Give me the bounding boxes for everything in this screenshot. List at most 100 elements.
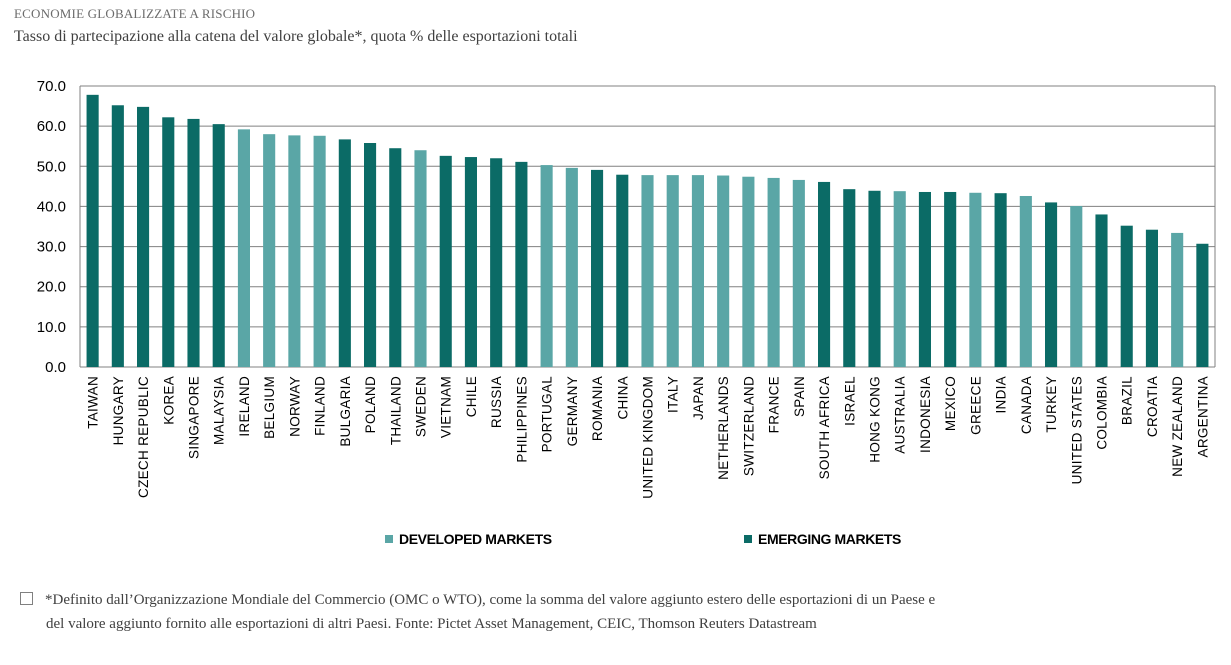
bar [893, 191, 906, 367]
bar [742, 176, 755, 367]
x-tick-label: JAPAN [691, 376, 706, 420]
y-tick-label: 30.0 [37, 239, 66, 256]
x-tick-label: NEW ZEALAND [1170, 376, 1185, 477]
x-tick-label: UNITED STATES [1069, 376, 1084, 484]
bar [313, 135, 326, 367]
x-tick-label: BULGARIA [338, 376, 353, 447]
bar [111, 105, 124, 368]
bar [464, 157, 477, 367]
bar [137, 106, 150, 368]
bar [591, 169, 604, 367]
x-tick-label: CHILE [464, 376, 479, 417]
bar [818, 181, 831, 367]
x-tick-label: SWITZERLAND [741, 376, 756, 476]
bar [86, 94, 99, 368]
bar [717, 175, 730, 367]
x-tick-label: GERMANY [565, 376, 580, 446]
x-tick-label: NORWAY [287, 376, 302, 437]
y-tick-label: 50.0 [37, 158, 66, 175]
x-tick-label: CANADA [1019, 376, 1034, 434]
y-tick-label: 20.0 [37, 279, 66, 296]
x-tick-label: MALAYSIA [212, 376, 227, 445]
x-tick-label: VIETNAM [439, 376, 454, 438]
x-tick-label: ISRAEL [842, 376, 857, 426]
footnote: *Definito dall’Organizzazione Mondiale d… [20, 588, 1215, 636]
footnote-text-1: *Definito dall’Organizzazione Mondiale d… [45, 592, 936, 608]
x-tick-label: INDIA [994, 376, 1009, 414]
bar [1095, 214, 1108, 367]
bar [237, 129, 250, 367]
bar [767, 177, 780, 367]
legend-label-developed: DEVELOPED MARKETS [399, 531, 552, 547]
bar [666, 175, 679, 367]
x-tick-label: UNITED KINGDOM [641, 376, 656, 499]
x-tick-label: ROMANIA [590, 376, 605, 441]
x-tick-label: SPAIN [792, 376, 807, 417]
bar [540, 165, 553, 367]
bar [263, 134, 276, 367]
y-tick-label: 70.0 [37, 78, 66, 95]
bar [691, 175, 704, 367]
x-tick-label: ITALY [666, 376, 681, 413]
bar [389, 148, 402, 367]
bar [439, 155, 452, 367]
x-tick-label: BELGIUM [262, 376, 277, 439]
checkbox-icon [20, 592, 33, 605]
x-tick-label: BRAZIL [1120, 376, 1135, 425]
bar [868, 190, 881, 367]
chart-subtitle: Tasso di partecipazione alla catena del … [14, 28, 578, 45]
x-tick-label: THAILAND [388, 376, 403, 445]
x-tick-label: FRANCE [767, 376, 782, 433]
chart-kicker: ECONOMIE GLOBALIZZATE A RISCHIO [14, 6, 256, 21]
bar [944, 191, 957, 367]
x-tick-label: MEXICO [943, 376, 958, 431]
bar [1196, 243, 1209, 367]
bar [969, 192, 982, 367]
bar-chart: 0.0 10.0 20.0 30.0 40.0 50.0 60.0 70.0 TAIWAN HUN… [37, 78, 1216, 547]
footnote-line-2: del valore aggiunto fornito alle esporta… [46, 616, 817, 632]
bar [1070, 206, 1083, 367]
legend-swatch-developed [385, 535, 393, 543]
x-tick-label: GREECE [968, 376, 983, 435]
x-tick-label: POLAND [363, 376, 378, 433]
y-tick-label: 10.0 [37, 319, 66, 336]
y-tick-label: 40.0 [37, 198, 66, 215]
x-tick-label: HUNGARY [111, 376, 126, 445]
bar [792, 179, 805, 367]
x-tick-label: CZECH REPUBLIC [136, 376, 151, 498]
x-tick-label: TAIWAN [86, 376, 101, 429]
bar [515, 161, 528, 367]
x-tick-label: SOUTH AFRICA [817, 376, 832, 479]
x-tick-label: SWEDEN [414, 376, 429, 437]
y-tick-label: 0.0 [45, 359, 66, 376]
bar [162, 117, 175, 367]
x-tick-label: PORTUGAL [540, 376, 555, 453]
x-tick-label: SINGAPORE [187, 376, 202, 459]
bar [616, 174, 629, 367]
x-tick-label: HONG KONG [868, 376, 883, 463]
bar [490, 158, 503, 367]
bar [338, 139, 351, 367]
x-tick-label: CHINA [615, 376, 630, 420]
bar [288, 135, 301, 367]
x-tick-label: IRELAND [237, 376, 252, 437]
bar [212, 124, 225, 367]
x-tick-label: RUSSIA [489, 376, 504, 428]
x-tick-label: COLOMBIA [1095, 376, 1110, 450]
legend-label-emerging: EMERGING MARKETS [758, 531, 901, 547]
bar [364, 143, 377, 367]
bar [565, 167, 578, 367]
x-tick-label: NETHERLANDS [716, 376, 731, 480]
bar [843, 189, 856, 367]
x-tick-label: INDONESIA [918, 376, 933, 453]
bar [414, 150, 427, 367]
x-tick-label: KOREA [161, 376, 176, 425]
bar [1045, 202, 1058, 367]
x-tick-label: ARGENTINA [1195, 376, 1210, 457]
legend-swatch-emerging [744, 535, 752, 543]
x-tick-label: CROATIA [1145, 376, 1160, 437]
bar [1120, 225, 1133, 367]
bar [1019, 195, 1032, 367]
y-tick-label: 60.0 [37, 118, 66, 135]
x-tick-label: AUSTRALIA [893, 376, 908, 454]
